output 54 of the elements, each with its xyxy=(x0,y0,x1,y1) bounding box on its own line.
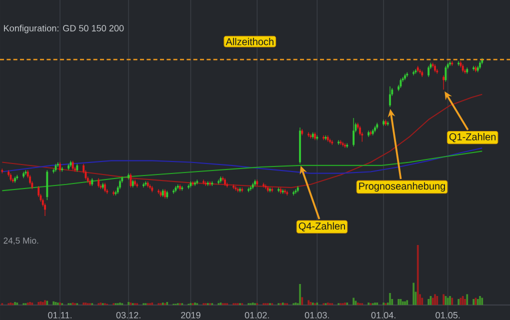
candlestick xyxy=(262,182,265,188)
candlestick xyxy=(194,180,196,186)
x-tick-label: 2019 xyxy=(181,312,200,318)
annotation: Q1-Zahlen xyxy=(449,133,496,142)
candlestick xyxy=(52,168,55,174)
candlestick xyxy=(239,187,241,193)
chart-subtitle: Konfiguration: GD 50 150 200 xyxy=(4,24,124,34)
candlestick xyxy=(149,184,151,190)
candlestick xyxy=(412,70,415,76)
candlestick xyxy=(59,162,61,172)
ref-line-label: Allzeithoch xyxy=(226,38,274,46)
candlestick xyxy=(419,68,421,74)
candlestick xyxy=(472,66,475,71)
x-tick-label: 01.11. xyxy=(48,312,72,318)
x-tick-label: 01.03. xyxy=(304,312,329,318)
candlestick xyxy=(248,187,250,193)
candlestick xyxy=(338,140,340,146)
candlestick xyxy=(209,180,211,186)
x-tick-label: 01.02. xyxy=(244,312,269,318)
candlestick xyxy=(164,188,166,199)
x-tick-label: 01.04. xyxy=(371,312,396,318)
candlestick xyxy=(292,190,295,196)
candlestick xyxy=(344,142,346,148)
candlestick xyxy=(449,60,451,66)
candlestick xyxy=(400,78,402,88)
candlestick xyxy=(444,66,447,82)
candlestick xyxy=(172,188,175,194)
candlestick xyxy=(218,179,220,185)
candlestick xyxy=(202,179,205,185)
candlestick xyxy=(329,138,331,144)
candlestick xyxy=(104,182,106,193)
candlestick xyxy=(458,60,460,66)
candlestick xyxy=(284,188,286,194)
candlestick xyxy=(442,75,445,90)
candlestick xyxy=(428,66,430,78)
candlestick xyxy=(188,184,190,190)
candlestick xyxy=(232,184,235,190)
candlestick xyxy=(278,187,280,193)
candlestick xyxy=(308,132,310,138)
candlestick xyxy=(269,187,271,193)
candlestick xyxy=(322,135,325,140)
candlestick xyxy=(142,182,145,188)
candlestick xyxy=(389,86,391,108)
candlestick xyxy=(112,190,115,196)
candlestick xyxy=(464,68,466,74)
candlestick xyxy=(158,188,160,194)
candlestick xyxy=(352,118,355,147)
candlestick xyxy=(72,160,74,170)
annotation: Prognoseanhebung xyxy=(359,182,445,192)
candlestick xyxy=(98,178,100,188)
x-tick-label: 01.05. xyxy=(436,312,460,318)
x-tick-label: 03.12. xyxy=(116,312,140,318)
text: 24,5 Mio. xyxy=(4,237,38,245)
annotation: Q4-Zahlen xyxy=(298,222,345,232)
